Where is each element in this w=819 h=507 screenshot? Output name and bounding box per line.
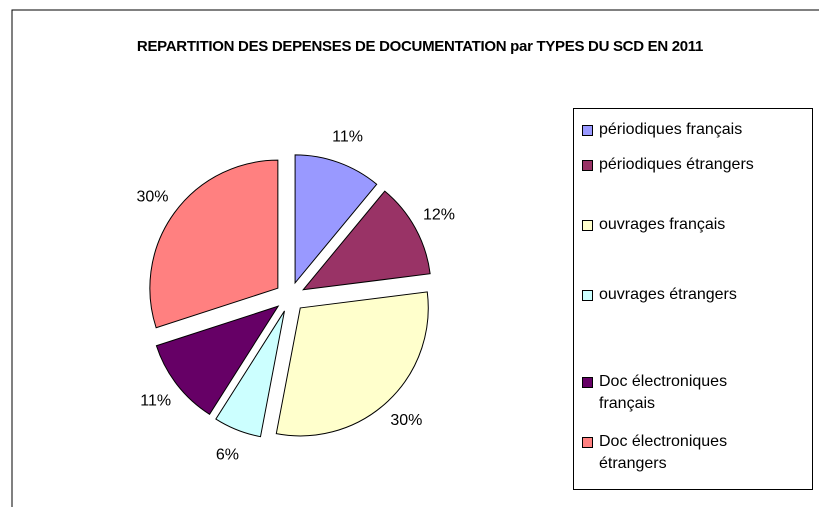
legend-swatch bbox=[582, 160, 593, 171]
legend-label: ouvrages français bbox=[599, 216, 726, 233]
data-label: 11% bbox=[332, 128, 363, 145]
pie-slice bbox=[155, 305, 280, 415]
legend-label: périodiques étrangers bbox=[599, 156, 754, 173]
data-label: 6% bbox=[216, 446, 239, 463]
chart-title: REPARTITION DES DEPENSES DE DOCUMENTATIO… bbox=[136, 38, 704, 55]
data-label: 30% bbox=[136, 188, 168, 205]
legend-item: périodiques français bbox=[582, 119, 812, 141]
pie-slice bbox=[215, 310, 285, 438]
legend-swatch bbox=[582, 220, 593, 231]
pie-slice bbox=[294, 154, 378, 285]
pie-slice bbox=[275, 291, 429, 437]
data-label: 30% bbox=[390, 412, 422, 429]
legend-item: Doc électroniques français bbox=[582, 371, 812, 415]
data-label: 11% bbox=[140, 392, 171, 409]
pie-slice bbox=[301, 190, 431, 291]
legend-label: Doc électroniques français bbox=[599, 373, 728, 412]
data-label: 12% bbox=[423, 206, 455, 223]
legend-item: ouvrages étrangers bbox=[582, 284, 812, 306]
legend-swatch bbox=[582, 437, 593, 448]
legend-swatch bbox=[582, 377, 593, 388]
frame bbox=[11, 9, 819, 507]
legend-item: périodiques étrangers bbox=[582, 154, 812, 176]
legend-label: ouvrages étrangers bbox=[599, 286, 737, 303]
legend: périodiques français périodiques étranger… bbox=[573, 108, 813, 490]
legend-swatch bbox=[582, 125, 593, 136]
legend-swatch bbox=[582, 290, 593, 301]
legend-item: Doc électroniques étrangers bbox=[582, 431, 812, 475]
legend-label: périodiques français bbox=[599, 121, 743, 138]
legend-item: ouvrages français bbox=[582, 214, 812, 236]
pie-slice bbox=[149, 159, 279, 329]
legend-label: Doc électroniques étrangers bbox=[599, 433, 728, 472]
